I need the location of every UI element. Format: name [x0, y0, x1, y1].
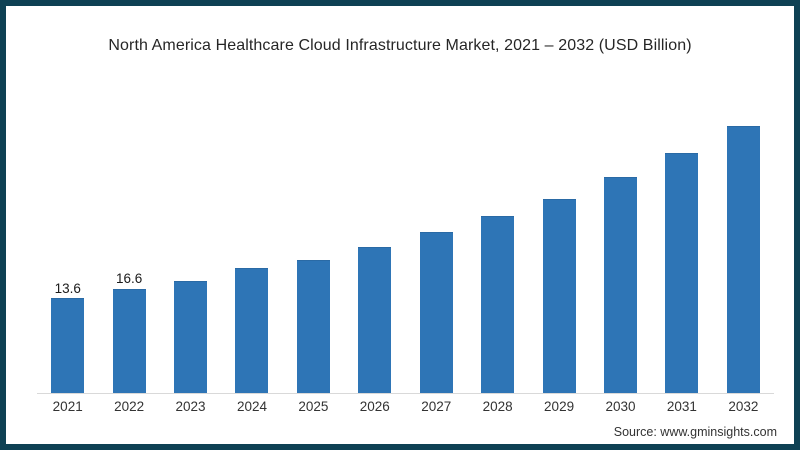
- chart-title: North America Healthcare Cloud Infrastru…: [108, 37, 692, 54]
- bar-column-2027: 2027: [406, 90, 467, 413]
- bar-series: 13.6 2021 16.6 2022 2023 2024 2025 2026 2027 2028…: [37, 90, 774, 413]
- x-tick-label-2022: 2022: [114, 399, 145, 414]
- bar-column-2031: 2031: [651, 90, 712, 413]
- x-tick-label-2024: 2024: [236, 399, 267, 414]
- bar-2024: [235, 268, 269, 393]
- bar-column-2026: 2026: [344, 90, 405, 413]
- bar-column-2028: 2028: [467, 90, 528, 413]
- bar-column-2021: 13.6 2021: [37, 90, 98, 413]
- bar-2021: [51, 298, 85, 393]
- bar-2032: [726, 125, 760, 393]
- bar-2028: [481, 216, 515, 393]
- bar-2027: [419, 232, 453, 393]
- x-tick-label-2025: 2025: [298, 399, 329, 414]
- bar-column-2030: 2030: [590, 90, 651, 413]
- x-tick-label-2032: 2032: [728, 399, 759, 414]
- bar-column-2022: 16.6 2022: [98, 90, 159, 413]
- data-label-2022: 16.6: [115, 271, 143, 287]
- x-axis-line: [37, 393, 774, 394]
- bar-2029: [542, 198, 576, 393]
- bar-2031: [665, 152, 699, 393]
- x-tick-label-2026: 2026: [359, 399, 390, 414]
- x-tick-label-2029: 2029: [544, 399, 575, 414]
- bar-column-2032: 2032: [713, 90, 774, 413]
- bar-column-2023: 2023: [160, 90, 221, 413]
- bar-column-2025: 2025: [283, 90, 344, 413]
- x-tick-label-2028: 2028: [482, 399, 513, 414]
- bar-2030: [604, 176, 637, 393]
- plot-area: 13.6 2021 16.6 2022 2023 2024 2025 2026 2027 2028…: [37, 90, 774, 413]
- x-tick-label-2030: 2030: [605, 399, 636, 414]
- bar-column-2029: 2029: [528, 90, 589, 413]
- bar-2023: [174, 280, 208, 393]
- bar-2025: [296, 259, 330, 393]
- x-tick-label-2027: 2027: [421, 399, 452, 414]
- x-tick-label-2023: 2023: [175, 399, 206, 414]
- bar-2022: [112, 288, 146, 393]
- bar-2026: [358, 247, 392, 393]
- x-tick-label-2021: 2021: [52, 399, 83, 414]
- data-label-2021: 13.6: [54, 280, 81, 296]
- source-attribution: Source: www.gminsights.com: [613, 425, 777, 439]
- bar-column-2024: 2024: [221, 90, 282, 413]
- x-tick-label-2031: 2031: [666, 399, 697, 414]
